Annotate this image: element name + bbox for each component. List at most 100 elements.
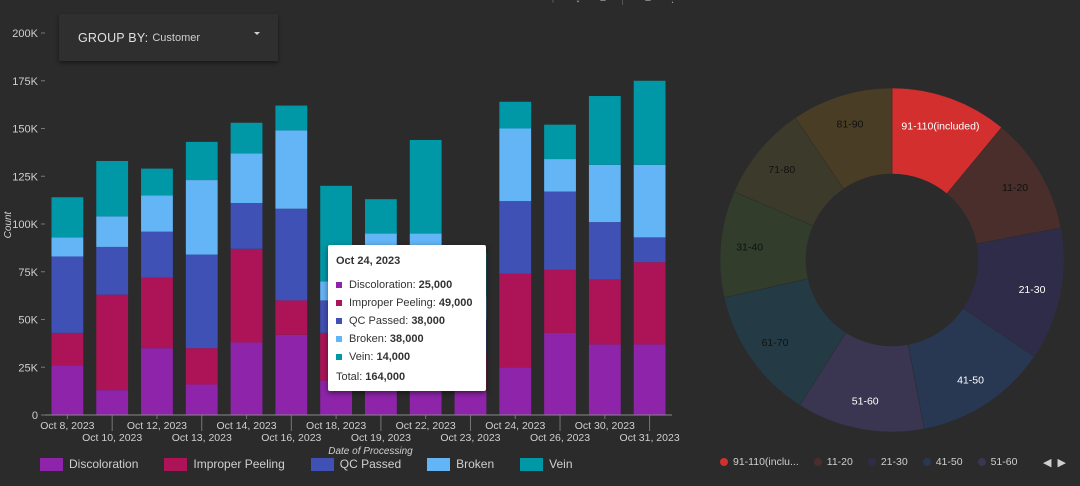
- download-icon[interactable]: ↑: [548, 0, 558, 5]
- bar-segment[interactable]: [275, 334, 308, 415]
- bar-segment[interactable]: [230, 202, 263, 249]
- bar-segment[interactable]: [588, 344, 621, 415]
- bar-segment[interactable]: [185, 384, 218, 415]
- donut-slice-label: 51-60: [852, 395, 879, 407]
- more-vert-icon[interactable]: ⋮: [667, 0, 678, 5]
- x-tick-label: Oct 24, 2023: [485, 420, 545, 432]
- bar-segment[interactable]: [588, 279, 621, 345]
- tooltip-row: Discoloration: 25,000: [336, 276, 478, 294]
- y-tick-label: 100K: [12, 219, 38, 231]
- y-tick-label: 25K: [18, 362, 38, 374]
- pie-legend-item[interactable]: 51-60: [977, 456, 1017, 468]
- bar-segment[interactable]: [141, 348, 173, 415]
- bar-segment[interactable]: [185, 141, 218, 181]
- bar-segment[interactable]: [141, 277, 173, 349]
- bar-segment[interactable]: [409, 388, 442, 415]
- bar-segment[interactable]: [633, 237, 666, 263]
- pie-legend: 91-110(inclu... 11-20 21-30 41-50 51-60: [720, 456, 1032, 468]
- bar-segment[interactable]: [544, 332, 576, 415]
- bar-segment[interactable]: [51, 332, 84, 366]
- tune-icon[interactable]: ≡: [643, 0, 653, 5]
- pie-legend-item[interactable]: 41-50: [922, 456, 963, 468]
- bar-segment[interactable]: [499, 367, 532, 415]
- bar-segment[interactable]: [275, 300, 308, 335]
- bar-segment[interactable]: [633, 80, 666, 165]
- tooltip-row-value: 25,000: [418, 279, 453, 291]
- pie-legend-item[interactable]: 21-30: [867, 456, 908, 468]
- x-tick-label: Oct 19, 2023: [351, 432, 411, 444]
- bar-segment[interactable]: [275, 208, 308, 301]
- y-tick-label: 75K: [18, 267, 38, 279]
- legend-item-discoloration[interactable]: Discoloration: [40, 457, 138, 471]
- bar-segment[interactable]: [96, 216, 129, 247]
- pie-legend-dot: [867, 458, 876, 466]
- legend-item-improper-peeling[interactable]: Improper Peeling: [164, 457, 285, 471]
- bar-segment[interactable]: [588, 96, 621, 165]
- next-page-icon[interactable]: ▶: [1057, 457, 1066, 469]
- tooltip-row: Improper Peeling: 49,000: [336, 294, 478, 312]
- y-tick-label: 50K: [18, 315, 38, 327]
- bar-segment[interactable]: [51, 237, 84, 257]
- bar-segment[interactable]: [96, 160, 129, 217]
- bar-segment[interactable]: [409, 139, 442, 234]
- bar-segment[interactable]: [96, 390, 129, 415]
- bar-segment[interactable]: [499, 101, 532, 129]
- legend-item-broken[interactable]: Broken: [427, 457, 494, 471]
- tooltip-swatch: [336, 318, 342, 324]
- bar-segment[interactable]: [364, 199, 397, 234]
- legend-item-vein[interactable]: Vein: [520, 457, 573, 471]
- bar-segment[interactable]: [51, 256, 84, 333]
- x-tick-label: Oct 8, 2023: [40, 420, 94, 432]
- bar-segment[interactable]: [588, 164, 621, 223]
- bar-segment[interactable]: [633, 164, 666, 238]
- pie-legend-item[interactable]: 91-110(inclu...: [720, 456, 799, 468]
- bar-segment[interactable]: [544, 269, 576, 333]
- tooltip-row-label: Vein:: [349, 351, 374, 363]
- bar-legend: Discoloration Improper Peeling QC Passed…: [40, 457, 599, 471]
- bar-segment[interactable]: [185, 348, 218, 385]
- pie-legend-item[interactable]: 11-20: [813, 456, 853, 468]
- bar-segment[interactable]: [96, 246, 129, 295]
- x-tick-label: Oct 30, 2023: [575, 420, 635, 432]
- bar-segment[interactable]: [141, 231, 173, 278]
- bar-segment[interactable]: [275, 105, 308, 131]
- tooltip-row-label: QC Passed:: [349, 315, 409, 327]
- bar-segment[interactable]: [185, 254, 218, 349]
- filter-icon[interactable]: ↓: [573, 0, 583, 5]
- bar-segment[interactable]: [230, 153, 263, 203]
- bar-segment[interactable]: [499, 273, 532, 368]
- tooltip-row-label: Broken:: [349, 333, 387, 345]
- group-by-label: GROUP BY:: [78, 30, 149, 45]
- group-by-dropdown[interactable]: GROUP BY: Customer: [59, 14, 278, 61]
- bar-segment[interactable]: [275, 130, 308, 209]
- bar-segment[interactable]: [544, 124, 576, 160]
- sort-icon[interactable]: ≡: [598, 0, 608, 5]
- bar-segment[interactable]: [230, 342, 263, 415]
- bar-segment[interactable]: [499, 201, 532, 274]
- bar-segment[interactable]: [633, 344, 666, 415]
- tooltip-row: Broken: 38,000: [336, 330, 478, 348]
- bar-segment[interactable]: [364, 386, 397, 415]
- bar-segment[interactable]: [141, 195, 173, 232]
- bar-segment[interactable]: [96, 294, 129, 391]
- x-tick-label: Oct 18, 2023: [306, 420, 366, 432]
- pie-legend-label: 21-30: [880, 456, 908, 468]
- bar-segment[interactable]: [544, 191, 576, 270]
- bar-segment[interactable]: [588, 222, 621, 280]
- bar-segment[interactable]: [544, 159, 576, 192]
- donut-slice-label: 41-50: [957, 375, 984, 387]
- bar-segment[interactable]: [230, 248, 263, 343]
- donut-chart: 91-110(included) 11-20 21-30 41-50 51-60 61-7…: [719, 87, 1065, 433]
- x-axis-label: Date of Processing: [328, 446, 413, 457]
- bar-segment[interactable]: [51, 197, 84, 238]
- bar-segment[interactable]: [141, 168, 173, 196]
- bar-segment[interactable]: [633, 262, 666, 345]
- pie-legend-dot: [720, 458, 728, 466]
- bar-segment[interactable]: [499, 128, 532, 202]
- bar-segment[interactable]: [51, 365, 84, 415]
- bar-segment[interactable]: [230, 122, 263, 154]
- legend-item-qc-passed[interactable]: QC Passed: [310, 457, 401, 471]
- bar-segment[interactable]: [454, 392, 487, 415]
- prev-page-icon[interactable]: ◀: [1043, 457, 1052, 469]
- bar-segment[interactable]: [185, 180, 218, 255]
